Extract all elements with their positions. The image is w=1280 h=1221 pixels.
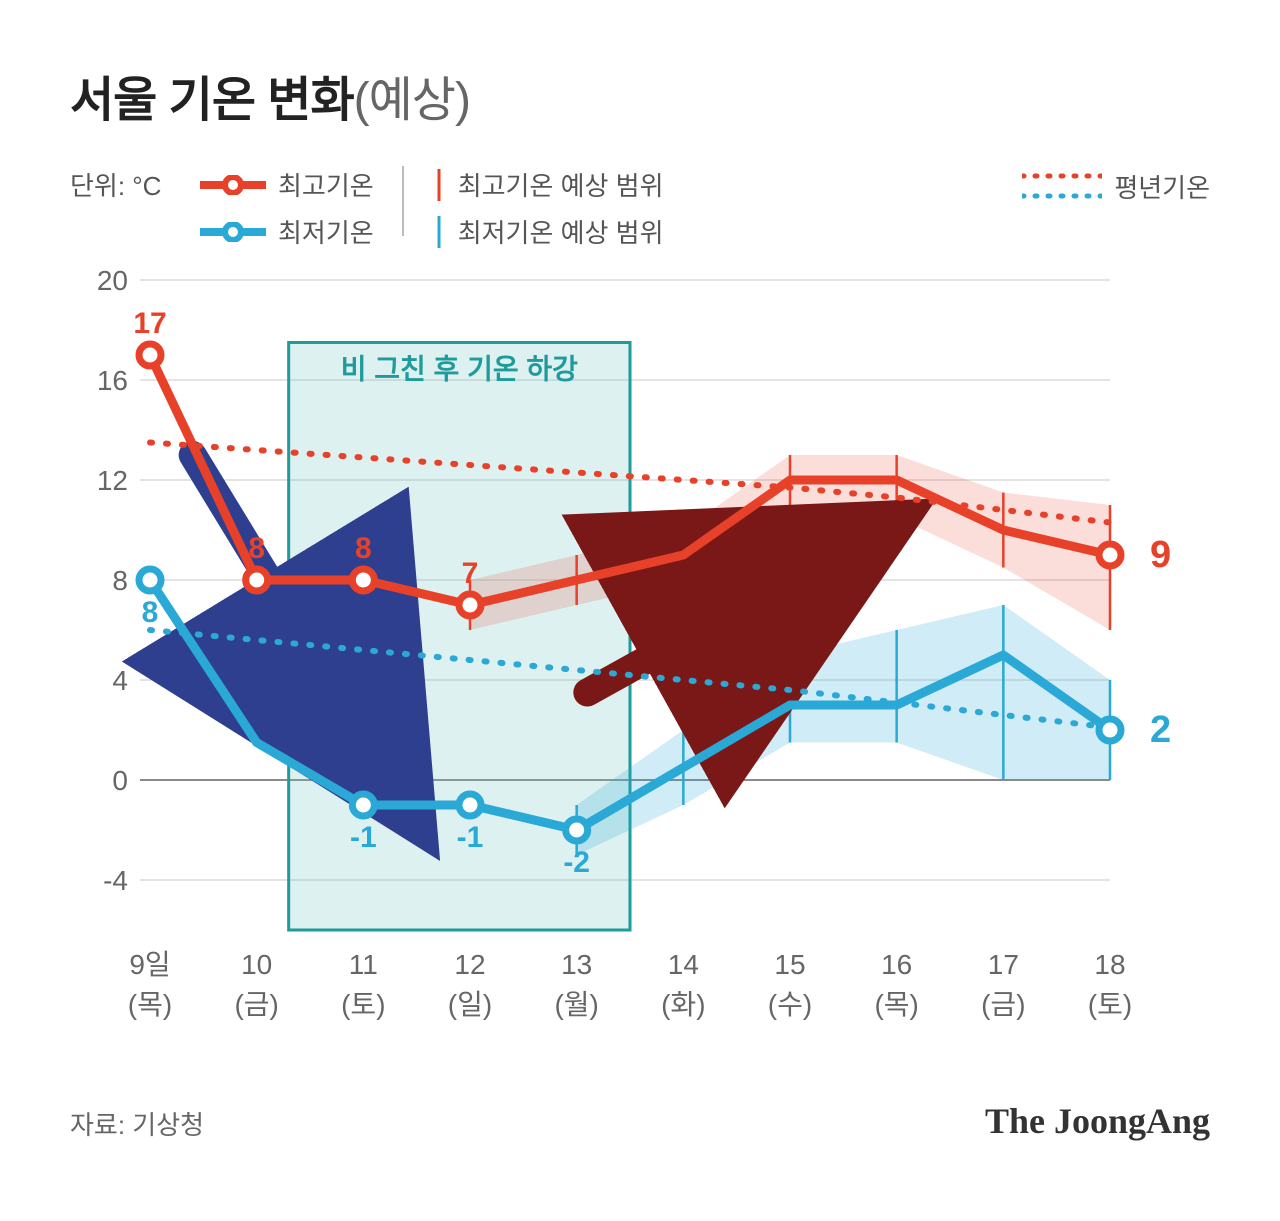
svg-text:-1: -1 — [457, 821, 484, 854]
svg-text:(목): (목) — [128, 989, 172, 1020]
svg-text:4: 4 — [112, 665, 128, 696]
svg-text:(토): (토) — [341, 989, 385, 1020]
brand-logo: The JoongAng — [985, 1100, 1210, 1142]
svg-text:11: 11 — [349, 949, 378, 980]
legend-low: 최저기온 — [200, 213, 374, 250]
svg-text:8: 8 — [142, 596, 159, 629]
svg-text:10: 10 — [241, 949, 272, 980]
title-paren: (예상) — [354, 74, 470, 127]
svg-text:(목): (목) — [874, 989, 918, 1020]
legend-normal: 평년기온 — [1022, 166, 1210, 206]
title-main: 서울 기온 변화 — [70, 74, 354, 127]
svg-text:(금): (금) — [981, 989, 1025, 1020]
svg-text:9일: 9일 — [129, 949, 170, 980]
svg-text:비 그친 후 기온 하강: 비 그친 후 기온 하강 — [341, 354, 578, 385]
svg-text:16: 16 — [97, 365, 128, 396]
svg-text:8: 8 — [248, 532, 265, 565]
svg-text:(토): (토) — [1088, 989, 1132, 1020]
svg-text:9: 9 — [1150, 534, 1171, 576]
svg-text:(월): (월) — [554, 989, 598, 1020]
svg-text:(금): (금) — [234, 989, 278, 1020]
svg-text:17: 17 — [133, 307, 166, 340]
legend-high-range: 최고기온 예상 범위 — [432, 166, 664, 203]
svg-text:20: 20 — [97, 265, 128, 296]
svg-text:8: 8 — [355, 532, 372, 565]
legend: 단위: °C 최고기온 최저기온 최고기온 예상 범위 최저기온 예상 범위 — [70, 166, 1210, 250]
legend-high: 최고기온 — [200, 166, 374, 203]
svg-text:-1: -1 — [350, 821, 377, 854]
chart-title: 서울 기온 변화(예상) — [70, 60, 1210, 130]
unit-label: 단위: °C — [70, 166, 200, 203]
legend-low-range: 최저기온 예상 범위 — [432, 213, 664, 250]
svg-text:0: 0 — [112, 765, 128, 796]
svg-text:12: 12 — [97, 465, 128, 496]
svg-text:8: 8 — [112, 565, 128, 596]
svg-text:12: 12 — [454, 949, 485, 980]
svg-text:-4: -4 — [103, 865, 128, 896]
svg-text:16: 16 — [881, 949, 912, 980]
svg-text:-2: -2 — [563, 846, 590, 879]
svg-text:2: 2 — [1150, 709, 1171, 751]
svg-text:(일): (일) — [448, 989, 492, 1020]
svg-text:7: 7 — [462, 557, 479, 590]
svg-text:(화): (화) — [661, 989, 705, 1020]
svg-text:15: 15 — [774, 949, 805, 980]
svg-text:17: 17 — [988, 949, 1019, 980]
svg-text:(수): (수) — [768, 989, 812, 1020]
svg-text:14: 14 — [668, 949, 699, 980]
svg-text:13: 13 — [561, 949, 592, 980]
temperature-chart: -4048121620비 그친 후 기온 하강8-1-1-217887929일(… — [70, 250, 1210, 1070]
svg-text:18: 18 — [1094, 949, 1125, 980]
source-label: 자료: 기상청 — [70, 1105, 204, 1142]
